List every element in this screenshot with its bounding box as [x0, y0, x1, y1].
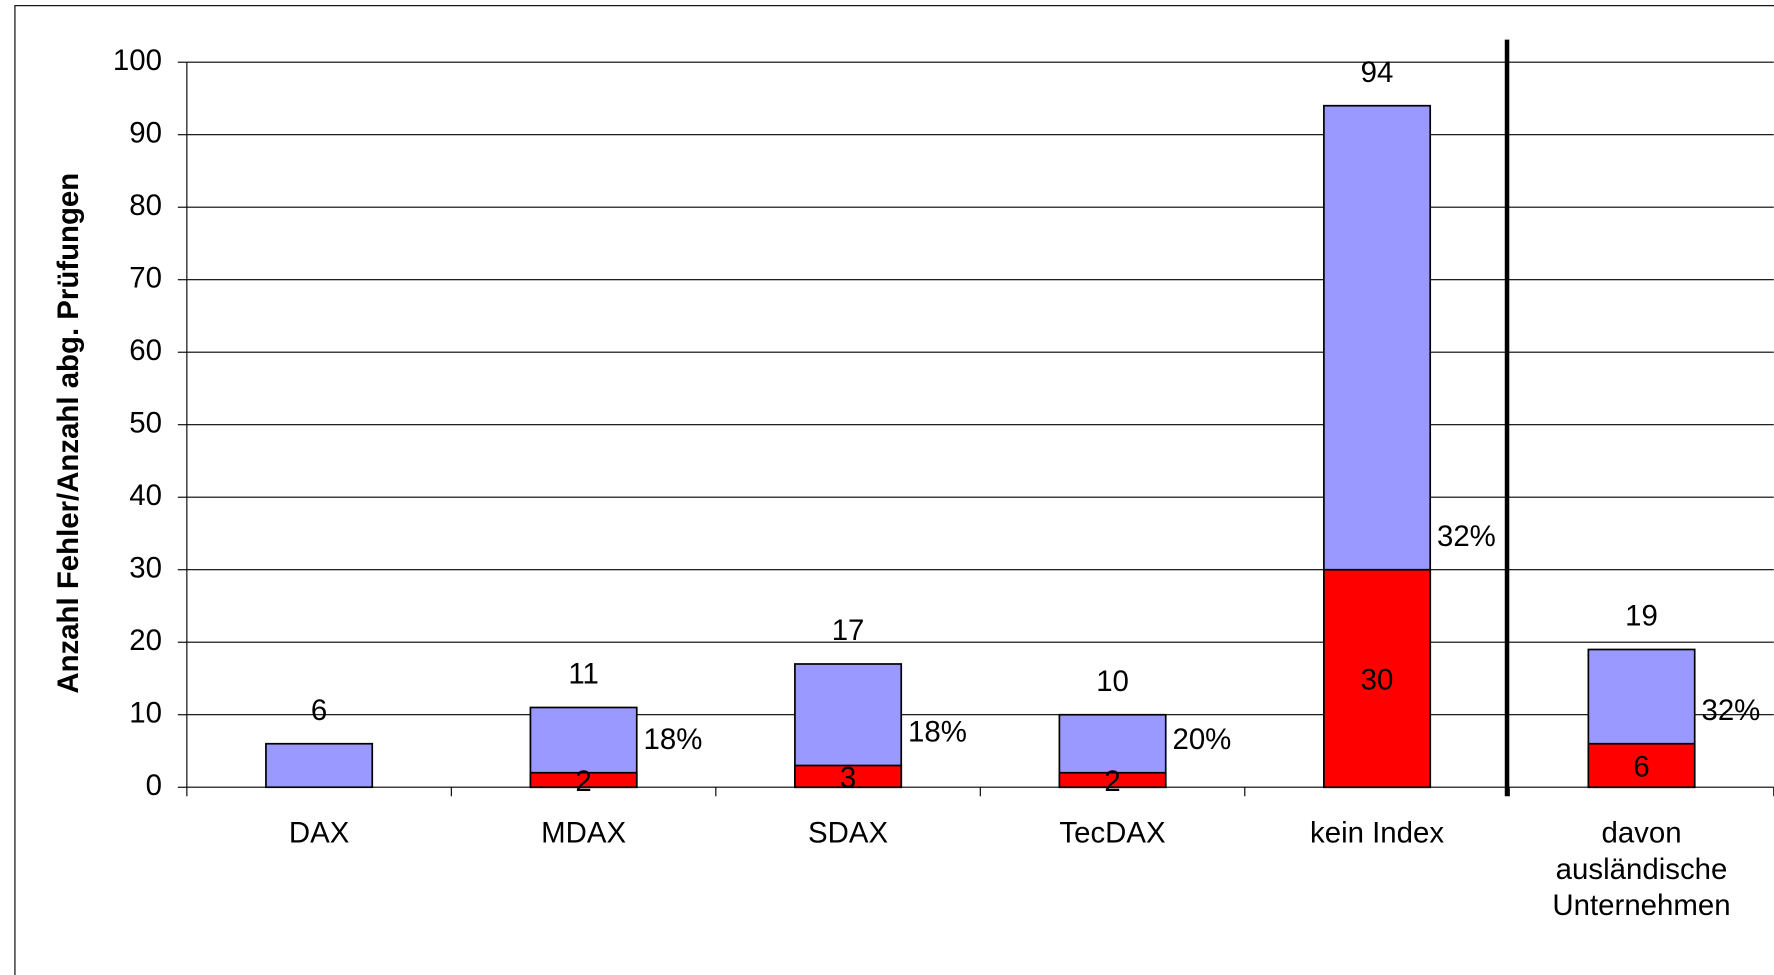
bar: [1058, 771, 1167, 789]
x-tick-label: davon ausländische Unternehmen: [1552, 815, 1731, 922]
share-label: 32%: [1437, 520, 1496, 553]
x-tick-label: MDAX: [541, 815, 627, 850]
share-label: 18%: [644, 723, 703, 756]
y-tick-label: 90: [129, 116, 162, 149]
y-tick-label: 70: [129, 261, 162, 294]
y-tick-label: 20: [129, 624, 162, 657]
y-tick-label: 40: [129, 479, 162, 512]
data-label: 30: [1361, 664, 1394, 697]
y-tick-label: 50: [129, 406, 162, 439]
x-tick-label-box: MDAX: [541, 815, 627, 850]
y-tick-label: 100: [113, 44, 162, 77]
y-tick-label: 80: [129, 189, 162, 222]
x-tick-label-box: TecDAX: [1059, 815, 1166, 850]
data-label: 2: [575, 765, 591, 798]
data-label: 3: [840, 762, 856, 795]
y-axis-title: Anzahl Fehler/Anzahl abg. Prüfungen: [52, 173, 85, 694]
bar: [794, 764, 903, 789]
share-label: 32%: [1701, 694, 1760, 727]
bar: [1587, 742, 1696, 789]
x-tick-label: TecDAX: [1059, 815, 1166, 850]
data-label: 2: [1104, 765, 1120, 798]
x-tick-label: SDAX: [808, 815, 889, 850]
x-tick-label-box: davon ausländische Unternehmen: [1552, 815, 1731, 922]
y-tick-label: 10: [129, 697, 162, 730]
share-label: 18%: [908, 716, 967, 749]
data-label: 94: [1361, 56, 1394, 89]
data-label: 6: [311, 694, 327, 727]
x-tick-label-box: DAX: [288, 815, 350, 850]
frame: [14, 5, 1774, 975]
data-label: 19: [1625, 600, 1658, 633]
bar: [1323, 568, 1432, 789]
data-label: 11: [568, 658, 599, 691]
share-label: 20%: [1173, 723, 1232, 756]
x-tick-label: DAX: [288, 815, 350, 850]
y-tick-label: 30: [129, 551, 162, 584]
data-label: 17: [832, 614, 865, 647]
y-tick-label: 60: [129, 334, 162, 367]
bar: [529, 771, 638, 789]
x-tick-label-box: kein Index: [1310, 815, 1445, 850]
x-tick-label: kein Index: [1310, 815, 1445, 850]
y-tick-label: 0: [146, 769, 162, 802]
data-label: 10: [1096, 665, 1129, 698]
data-label: 6: [1633, 751, 1649, 784]
x-tick-label-box: SDAX: [808, 815, 889, 850]
bar: [265, 742, 374, 789]
